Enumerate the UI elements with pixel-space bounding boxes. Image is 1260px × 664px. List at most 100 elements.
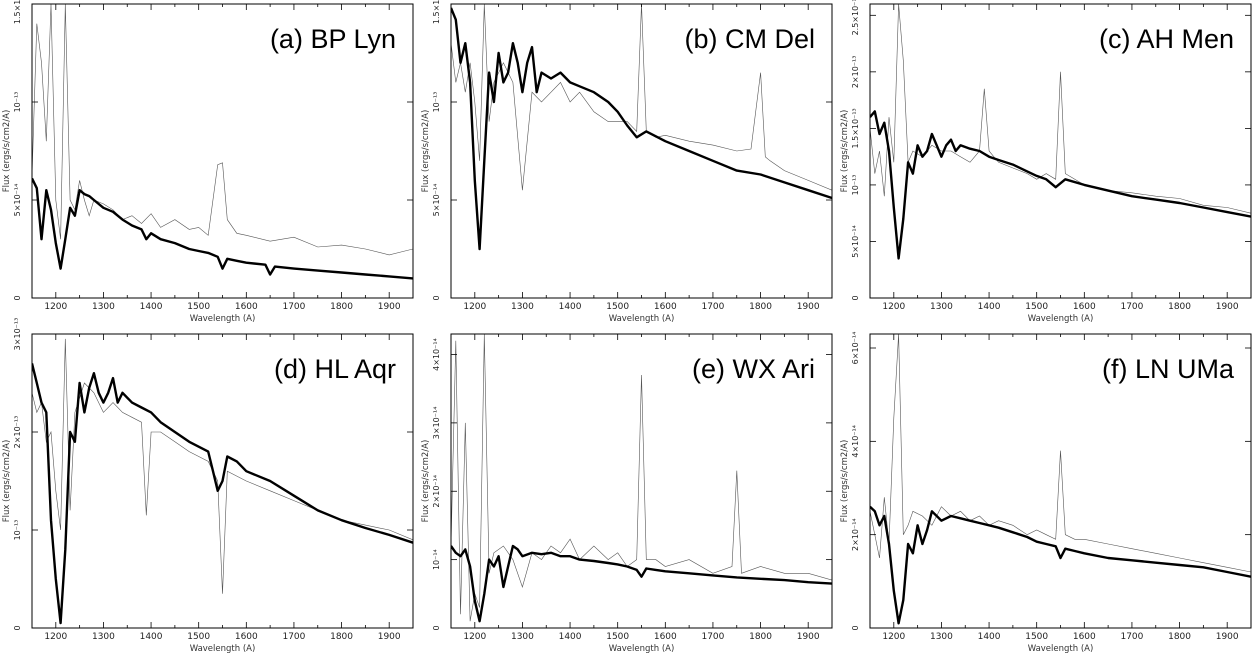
panel-3-ytick-label: 10⁻¹³ [13,520,22,541]
panel-3-ytick-label: 3×10⁻¹³ [13,318,22,351]
panel-4-xlabel: Wavelength (A) [609,644,675,654]
panel-5-xtick-label: 1700 [1120,632,1143,642]
panel-4-ytick-label: 10⁻¹⁴ [432,549,441,570]
panel-5-xtick-label: 1200 [882,632,905,642]
panel-3-ylabel: Flux (ergs/s/cm2/A) [2,440,12,523]
panel-1-ytick-label: 0 [432,295,441,300]
panel-3-xlabel: Wavelength (A) [190,644,256,654]
panel-0-ylabel: Flux (ergs/s/cm2/A) [2,110,12,193]
panel-2-xtick-label: 1500 [1025,302,1048,312]
panel-3-xtick-label: 1600 [235,632,258,642]
panel-4-model-spectrum [451,544,832,623]
panel-0-xtick-label: 1900 [378,302,401,312]
panel-2-ytick-label: 10⁻¹³ [851,175,860,196]
panel-5: 1200 1300 1400 1500 1600 1700 1800 1900 0 2×10⁻¹⁴… [840,332,1252,654]
panel-1-xtick-label: 1600 [654,302,677,312]
panel-4-xtick-label: 1300 [511,632,534,642]
panel-2-xtick-label: 1900 [1216,302,1239,312]
panel-1-xtick-label: 1900 [797,302,820,312]
panel-1: 1200 1300 1400 1500 1600 1700 1800 1900 0 5×10⁻¹⁴… [421,0,833,324]
panel-2-xtick-label: 1800 [1168,302,1191,312]
panel-1-xtick-label: 1800 [749,302,772,312]
panel-0-xtick-label: 1600 [235,302,258,312]
panel-3: 1200 1300 1400 1500 1600 1700 1800 1900 0 10⁻¹³ 2×… [2,318,414,654]
panel-2-title: (c) AH Men [1099,24,1234,54]
panel-4-ytick-label: 4×10⁻¹⁴ [432,338,441,371]
panel-0-title: (a) BP Lyn [270,24,396,54]
panel-0-ytick-label: 10⁻¹³ [13,92,22,113]
panel-5-xtick-label: 1500 [1025,632,1048,642]
panel-4-xtick-label: 1700 [701,632,724,642]
panel-4-xtick-label: 1400 [559,632,582,642]
panel-0-ytick-label: 5×10⁻¹⁴ [13,184,22,217]
panel-5-xtick-label: 1900 [1216,632,1239,642]
panels-group: 1200 1300 1400 1500 1600 1700 1800 1900 0 5×10⁻¹⁴… [2,0,1252,654]
panel-2-xlabel: Wavelength (A) [1028,314,1094,324]
panel-3-observed-spectrum [32,338,413,594]
panel-2-xtick-label: 1600 [1073,302,1096,312]
panel-4-ytick-label: 2×10⁻¹⁴ [432,475,441,508]
panel-3-xtick-label: 1200 [44,632,67,642]
panel-2-ytick-label: 2×10⁻¹³ [851,56,860,89]
panel-5-ytick-label: 6×10⁻¹⁴ [851,332,860,365]
panel-2-model-spectrum [870,110,1251,260]
panel-2: 1200 1300 1400 1500 1600 1700 1800 1900 0 5×10⁻¹⁴… [840,0,1252,324]
panel-0-ytick-label: 0 [13,295,22,300]
panel-1-xtick-label: 1500 [606,302,629,312]
panel-4-ytick-label: 0 [432,625,441,630]
panel-3-ytick-label: 0 [13,625,22,630]
panel-2-xtick-label: 1300 [930,302,953,312]
panel-3-xtick-label: 1500 [187,632,210,642]
panel-5-xlabel: Wavelength (A) [1028,644,1094,654]
panel-2-ytick-label: 1.5×10⁻¹³ [851,108,860,148]
panel-3-xtick-label: 1900 [378,632,401,642]
panel-1-xtick-label: 1300 [511,302,534,312]
panel-0-xtick-label: 1700 [282,302,305,312]
panel-3-xtick-label: 1800 [330,632,353,642]
panel-0-observed-spectrum [32,4,413,256]
panel-4-xtick-label: 1900 [797,632,820,642]
panel-3-xtick-label: 1400 [140,632,163,642]
panel-0-xtick-label: 1200 [44,302,67,312]
panel-4-xtick-label: 1600 [654,632,677,642]
panel-1-ytick-label: 10⁻¹³ [432,92,441,113]
panel-5-model-spectrum [870,505,1251,625]
panel-1-xtick-label: 1400 [559,302,582,312]
panel-2-xtick-label: 1400 [978,302,1001,312]
panel-4-title: (e) WX Ari [692,354,815,384]
panel-5-ytick-label: 0 [851,625,860,630]
panel-4-xtick-label: 1500 [606,632,629,642]
panel-1-ylabel: Flux (ergs/s/cm2/A) [421,110,431,193]
panel-1-model-spectrum [451,7,832,251]
panel-4-xtick-label: 1200 [463,632,486,642]
panel-2-xtick-label: 1700 [1120,302,1143,312]
panel-5-title: (f) LN UMa [1102,354,1235,384]
panel-2-ytick-label: 5×10⁻¹⁴ [851,225,860,258]
panel-1-xlabel: Wavelength (A) [609,314,675,324]
panel-2-xtick-label: 1200 [882,302,905,312]
panel-5-xtick-label: 1800 [1168,632,1191,642]
panel-4-ylabel: Flux (ergs/s/cm2/A) [421,440,431,523]
panel-1-title: (b) CM Del [684,24,815,54]
panel-0-ytick-label: 1.5×10⁻¹³ [13,0,22,24]
panel-5-ytick-label: 2×10⁻¹⁴ [851,518,860,551]
panel-0-xtick-label: 1500 [187,302,210,312]
panel-0-xtick-label: 1800 [330,302,353,312]
panel-0-xtick-label: 1400 [140,302,163,312]
panel-5-xtick-label: 1400 [978,632,1001,642]
panel-3-xtick-label: 1700 [282,632,305,642]
panel-1-ytick-label: 5×10⁻¹⁴ [432,184,441,217]
panel-3-model-spectrum [32,363,413,625]
panel-2-ylabel: Flux (ergs/s/cm2/A) [840,110,850,193]
panel-3-title: (d) HL Aqr [274,354,396,384]
panel-5-ytick-label: 4×10⁻¹⁴ [851,425,860,458]
panel-2-ytick-label: 2.5×10⁻¹³ [851,0,860,35]
panel-1-xtick-label: 1700 [701,302,724,312]
panel-4: 1200 1300 1400 1500 1600 1700 1800 1900 0 10⁻¹⁴ 2×… [421,333,833,654]
panel-3-ytick-label: 2×10⁻¹³ [13,416,22,449]
panel-1-xtick-label: 1200 [463,302,486,312]
panel-0-xlabel: Wavelength (A) [190,314,256,324]
panel-5-xtick-label: 1600 [1073,632,1096,642]
panel-4-xtick-label: 1800 [749,632,772,642]
